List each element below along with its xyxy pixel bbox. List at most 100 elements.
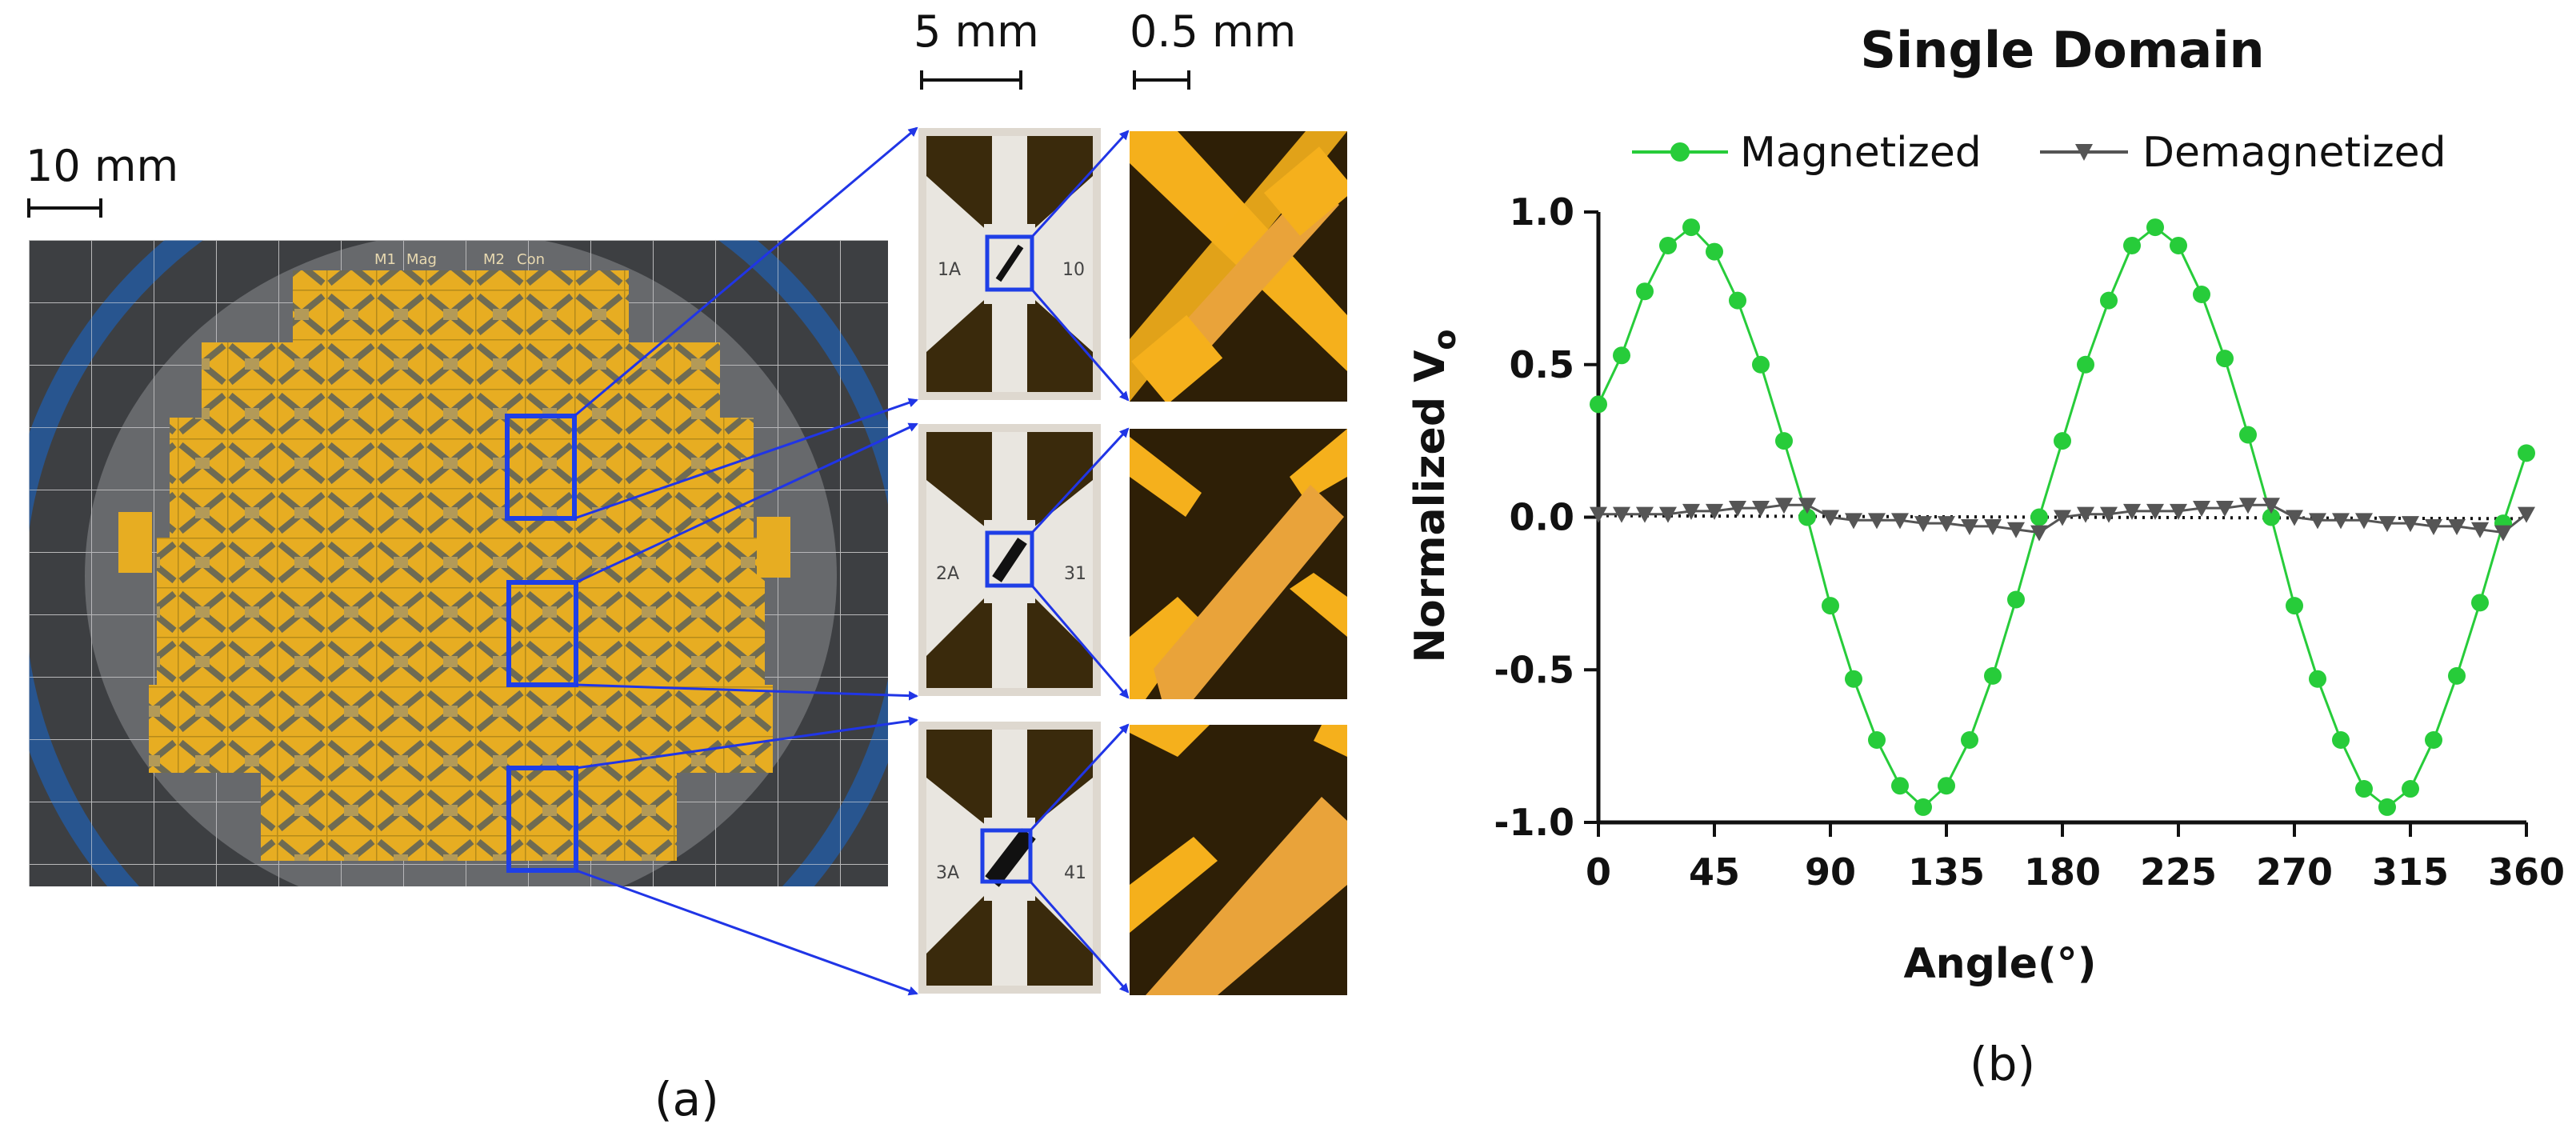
demagnetized-point (2054, 510, 2071, 526)
panel-b-label: (b) (1970, 1037, 2036, 1091)
magnetized-point (1752, 355, 1770, 374)
demagnetized-point (2239, 498, 2257, 514)
magnetized-point (2425, 730, 2442, 749)
demagnetized-point (2332, 513, 2350, 530)
chip-2-right-label: 31 (1064, 564, 1086, 584)
magnetized-point (2286, 597, 2303, 615)
magnetized-point (1961, 730, 1978, 749)
demagnetized-point (1636, 506, 1654, 523)
x-tick-label: 0 (1586, 850, 1611, 894)
zoom-photo-2 (1130, 429, 1347, 699)
magnetized-point (2123, 236, 2141, 254)
magnetized-point (2007, 590, 2025, 609)
demagnetized-point (1891, 513, 1909, 530)
legend-marker-magnetized (1670, 142, 1690, 162)
chart-series-points (1590, 218, 2535, 816)
y-tick-label: 0.0 (1510, 496, 1575, 539)
magnetized-point (2239, 426, 2257, 444)
magnetized-point (2100, 291, 2118, 310)
magnetized-point (2309, 670, 2326, 688)
x-tick-label: 45 (1689, 850, 1740, 894)
x-axis-label: Angle(°) (1903, 940, 2096, 988)
zoom-scale-label: 0.5 mm (1130, 6, 1297, 57)
x-tick-label: 135 (1908, 850, 1985, 894)
y-axis-label: Normalized Vo (1406, 329, 1462, 662)
demagnetized-point (1659, 506, 1677, 523)
demagnetized-point (2494, 525, 2512, 542)
svg-text:M2: M2 (483, 251, 505, 268)
demagnetized-point (2425, 518, 2442, 535)
chip-3-right-label: 41 (1064, 863, 1086, 883)
wafer-scale-label: 10 mm (26, 141, 179, 191)
magnetized-point (2030, 508, 2048, 526)
x-tick-label: 180 (2024, 850, 2101, 894)
magnetized-point (1636, 282, 1654, 301)
demagnetized-point (2355, 513, 2373, 530)
magnetized-point (2448, 666, 2466, 685)
demagnetized-point (2262, 498, 2280, 514)
single-domain-chart: Single Domain Magnetized Demagnetized 0 45… (1406, 21, 2565, 988)
y-tick-label: -0.5 (1494, 648, 1574, 691)
x-tick-label: 315 (2372, 850, 2449, 894)
chip-photo-3: 3A 41 (918, 722, 1101, 994)
magnetized-point (1845, 670, 1862, 688)
x-tick-label: 360 (2488, 850, 2565, 894)
magnetized-point (2146, 218, 2164, 237)
demagnetized-point (1590, 506, 1607, 523)
demagnetized-point (2471, 522, 2489, 538)
demagnetized-point (2518, 506, 2535, 523)
demagnetized-point (2193, 501, 2210, 518)
demagnetized-point (2123, 503, 2141, 520)
demagnetized-point (1822, 510, 1839, 526)
legend-label-magnetized: Magnetized (1740, 129, 1982, 177)
magnetized-point (2518, 444, 2535, 462)
magnetized-point (1682, 218, 1700, 237)
magnetized-point (1775, 432, 1793, 450)
zoom-photo-3 (1130, 725, 1347, 995)
magnetized-point (2332, 730, 2350, 749)
chip-photo-1: 1A 10 (918, 128, 1101, 400)
svg-text:M1: M1 (374, 251, 396, 268)
demagnetized-point (1752, 501, 1770, 518)
magnetized-point (1914, 798, 1932, 816)
x-tick-label: 225 (2140, 850, 2217, 894)
legend-label-demagnetized: Demagnetized (2142, 129, 2446, 177)
panel-a-label: (a) (654, 1072, 719, 1126)
demagnetized-point (2030, 525, 2048, 542)
zoom-photo-1 (1130, 131, 1347, 402)
chip-1-right-label: 10 (1062, 260, 1085, 280)
wafer-photo: M1 Mag M2 Con (29, 240, 888, 886)
magnetized-point (2170, 236, 2187, 254)
demagnetized-point (1868, 513, 1886, 530)
demagnetized-point (1706, 503, 1723, 520)
magnetized-point (2216, 350, 2234, 368)
magnetized-point (1659, 236, 1677, 254)
chip-photo-2: 2A 31 (918, 424, 1101, 696)
magnetized-point (1613, 346, 1630, 365)
demagnetized-point (1961, 518, 1978, 535)
legend-marker-demagnetized (2075, 144, 2093, 161)
magnetized-point (2355, 780, 2373, 798)
magnetized-point (2471, 594, 2489, 612)
magnetized-point (1706, 242, 1723, 261)
magnetized-point (1729, 291, 1746, 310)
demagnetized-point (2100, 506, 2118, 523)
magnetized-point (1891, 777, 1909, 795)
magnetized-point (1798, 508, 1816, 526)
demagnetized-point (1845, 513, 1862, 530)
svg-text:Mag: Mag (406, 251, 437, 268)
magnetized-point (1590, 395, 1607, 414)
chip-2-left-label: 2A (936, 564, 959, 584)
magnetized-point (2054, 432, 2071, 450)
chart-legend: Magnetized Demagnetized (1632, 129, 2446, 177)
y-tick-label: -1.0 (1494, 801, 1574, 844)
svg-text:Con: Con (517, 251, 545, 268)
chip-scale-label: 5 mm (914, 6, 1039, 57)
magnetized-point (2077, 355, 2094, 374)
demagnetized-point (2378, 516, 2396, 533)
x-tick-label: 90 (1805, 850, 1856, 894)
magnetized-point (1984, 666, 2002, 685)
demagnetized-point (1984, 518, 2002, 535)
demagnetized-point (2146, 503, 2164, 520)
magnetized-point (2193, 286, 2210, 304)
